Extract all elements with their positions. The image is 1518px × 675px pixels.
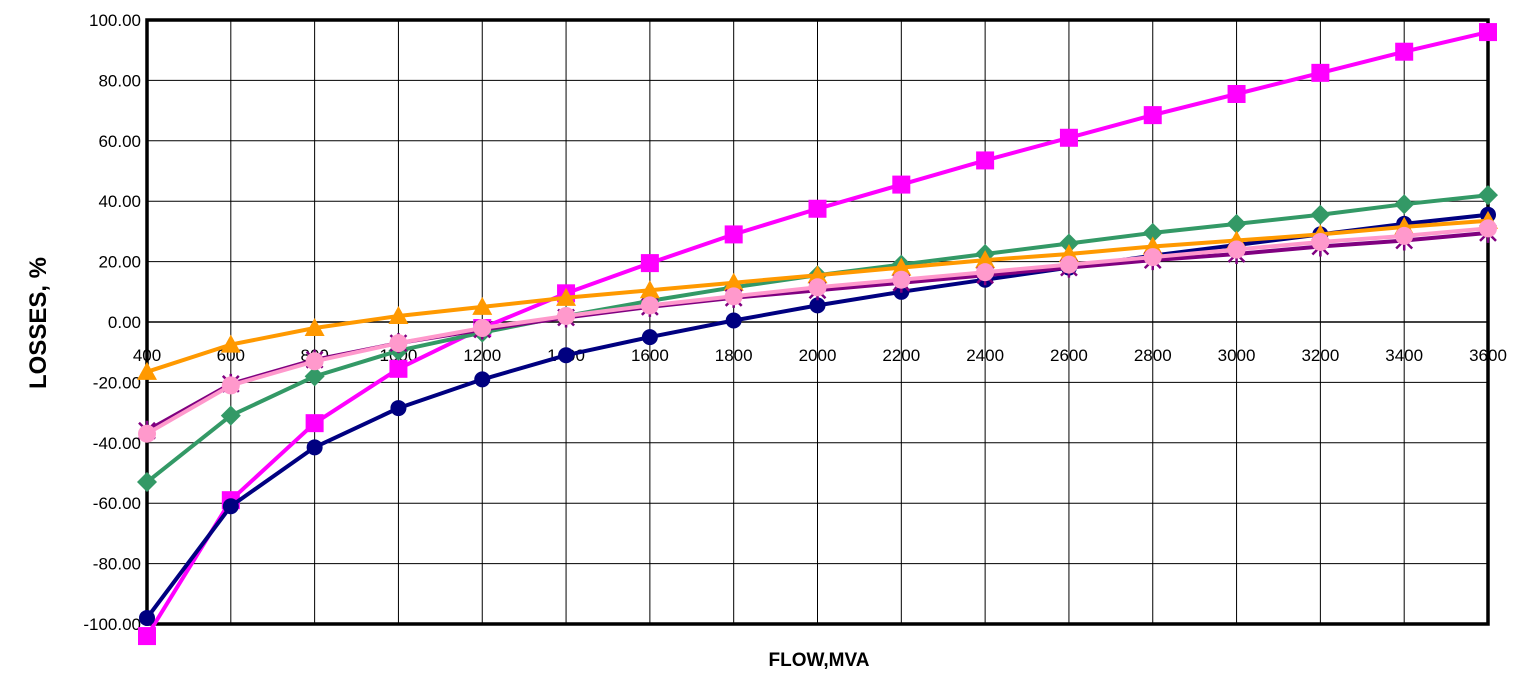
y-tick-label: 20.00 [98,253,141,272]
series-1-point [305,414,324,433]
series-6-point [1059,255,1078,274]
x-tick-label: 2200 [882,346,920,365]
series-6-point [305,352,324,371]
series-3-point [306,439,323,456]
series-6-point [976,263,995,282]
series-1-point [138,627,156,646]
series-6-point [557,306,576,325]
series-6-point [724,287,743,306]
series-1-point [1227,84,1246,103]
series-4-point [220,334,241,353]
x-tick-label: 2000 [799,346,837,365]
series-layer [137,23,1498,646]
series-1-point [389,359,408,378]
series-1-point [1311,63,1330,82]
series-6-point [892,270,911,289]
series-6-point [1395,226,1414,245]
series-1-point [1059,128,1078,147]
x-tick-label: 3400 [1385,346,1423,365]
series-1 [138,23,1497,646]
series-6-point [1143,248,1162,267]
series-1-point [724,225,743,244]
series-4-point [137,361,157,380]
series-1-point [1143,106,1162,125]
series-6 [138,219,1497,443]
series-1-point [808,199,827,218]
series-6-point [640,296,659,315]
x-tick-label: 2600 [1050,346,1088,365]
x-axis-title: FLOW,MVA [769,650,870,671]
series-4-point [472,296,493,315]
y-tick-label: 40.00 [98,192,141,211]
y-tick-label: -40.00 [93,434,141,453]
x-tick-label: 400 [133,346,161,365]
series-6-point [1227,240,1246,259]
series-6-point [808,278,827,297]
series-6-point [221,376,240,395]
y-tick-labels: -100.00 -80.00 -60.00 -40.00 -20.00 0.00 20.00… [83,11,141,634]
x-tick-label: 2800 [1134,346,1172,365]
y-tick-label: -20.00 [93,373,141,392]
series-4-point [975,250,996,269]
series-2-point [1058,233,1079,254]
series-3-point [809,297,826,314]
series-2-point [220,405,241,426]
series-3-point [725,312,742,329]
y-tick-label: 100.00 [89,11,141,30]
x-tick-label: 1800 [715,346,753,365]
series-4-point [556,287,577,306]
series-3-point [222,498,239,515]
series-4-point [807,265,828,284]
series-4-point [304,318,325,337]
y-tick-label: 0.00 [108,313,141,332]
x-tick-label: 3200 [1301,346,1339,365]
x-tick-label: 3000 [1218,346,1256,365]
series-3-point [390,400,407,417]
x-tick-label: 3600 [1469,346,1507,365]
series-4-point [723,272,744,291]
series-2-point [137,472,157,493]
y-axis-title: LOSSES, % [25,257,52,389]
y-tick-label: 80.00 [98,71,141,90]
series-2-point [304,366,325,387]
series-6-point [138,424,156,443]
series-2-point [1394,194,1415,215]
x-tick-label: 1600 [631,346,669,365]
series-1-point [892,175,911,194]
series-2-point [1310,204,1331,225]
x-tick-label: 1200 [463,346,501,365]
series-1-point [1479,23,1497,42]
series-6-point [1479,219,1497,238]
series-4-point [388,305,409,324]
series-2-point [1226,213,1247,234]
x-tick-label: 2400 [966,346,1004,365]
series-4-point [891,257,912,276]
y-tick-label: 60.00 [98,132,141,151]
series-1-point [976,151,995,170]
series-6-point [1311,232,1330,251]
series-3-point [558,347,575,364]
series-3-point [641,329,658,346]
series-4-point [639,280,660,299]
series-1-point [1395,42,1414,61]
series-3-point [139,609,155,626]
series-1-point [640,254,659,273]
y-tick-label: -80.00 [93,555,141,574]
series-3-point [474,371,491,388]
series-2-point [1142,222,1163,243]
series-6-point [473,319,492,338]
series-2-point [1478,185,1498,206]
series-6-point [389,334,408,353]
y-tick-label: -100.00 [83,615,141,634]
y-tick-label: -60.00 [93,494,141,513]
